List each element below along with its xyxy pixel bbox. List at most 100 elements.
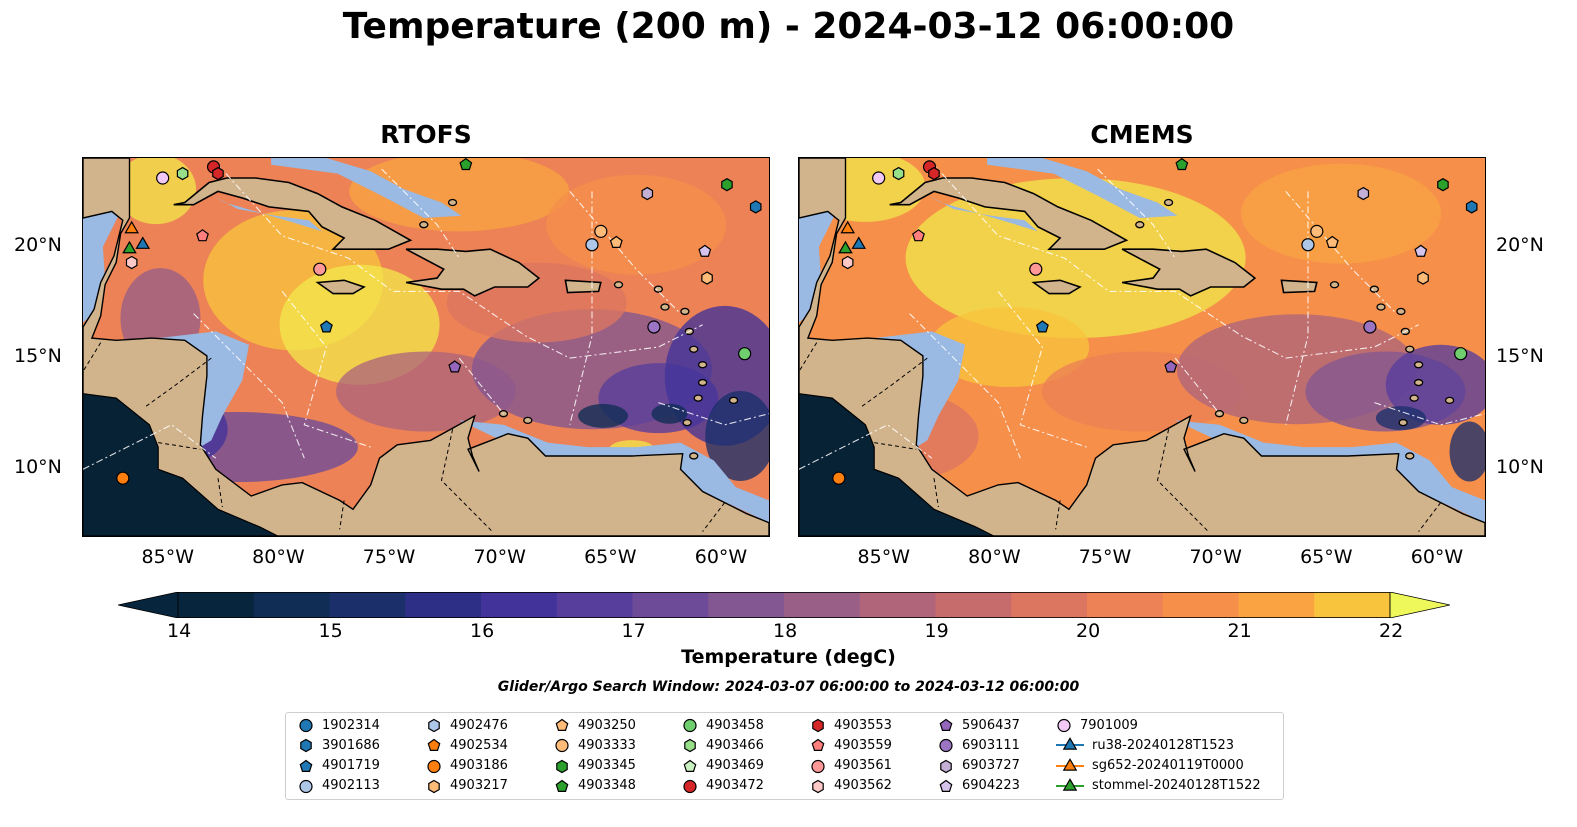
legend-marker [299,759,313,772]
map-panel-cmems[interactable] [798,157,1486,537]
legend-marker [299,718,313,733]
legend-entry: 4902534 [426,735,508,755]
x-tick-label: 75°W [1078,546,1132,568]
legend-marker [812,718,824,733]
legend-label: 3901686 [322,737,380,753]
y-tick-label-left: 15°N [14,345,62,368]
colorbar-tick-label: 15 [318,620,343,642]
legend-label: 4903559 [834,737,892,753]
legend-label: 4903562 [834,778,892,794]
legend-label: 5906437 [962,717,1020,733]
legend-entry: 4903559 [810,735,892,755]
marker-stommel-20240128T1522 [122,240,137,254]
legend-entry: 4903217 [426,776,508,796]
legend-label: 6904223 [962,778,1020,794]
legend-marker-icon [555,779,569,792]
colorbar-bin [859,592,937,618]
legend-label: 4903553 [834,717,892,733]
legend-label: 4903333 [578,737,636,753]
marker-6903727 [1357,186,1370,201]
y-tick-label-right: 20°N [1496,233,1544,256]
legend-marker-icon [939,739,953,753]
colorbar-tick-label: 19 [924,620,949,642]
legend-entry: 3901686 [298,735,380,755]
legend-entry: 6903111 [938,735,1020,755]
legend-marker-icon [684,739,696,753]
colorbar-bin [1314,592,1391,618]
colorbar-bin [784,592,861,618]
marker-4902113 [585,238,599,252]
marker-4903561 [313,262,327,276]
x-tick-label: 60°W [694,546,748,568]
legend-label: 4903458 [706,717,764,733]
colorbar-tick-label: 16 [470,620,495,642]
marker-5906437 [448,360,462,373]
legend-entry: 4903561 [810,756,892,776]
legend-marker-icon [811,759,825,773]
x-tick-label: 70°W [1189,546,1242,568]
legend-marker [555,718,569,731]
legend-marker-icon [683,779,697,793]
y-tick-label-right: 15°N [1496,345,1544,368]
marker-7901009 [872,171,886,185]
legend-marker-icon [556,759,568,773]
legend-marker [940,759,952,773]
marker-3901686 [749,200,762,214]
panel-title-cmems: CMEMS [1090,120,1194,149]
marker-4903217 [1417,271,1429,285]
x-tick-label: 80°W [968,546,1021,568]
marker-6904223 [698,244,712,257]
figure-title: Temperature (200 m) - 2024-03-12 06:00:0… [342,6,1235,47]
temperature-map-cmems [799,158,1485,536]
legend-marker [428,779,440,794]
colorbar-tick-label: 14 [167,620,192,642]
legend-marker [684,739,696,753]
marker-4903559 [196,229,209,242]
colorbar-tick-label: 21 [1227,620,1252,642]
legend-marker [427,739,441,752]
legend-marker-icon [1056,777,1084,791]
legend-label: stommel-20240128T1522 [1092,778,1261,794]
colorbar [117,591,1451,619]
legend-label: ru38-20240128T1523 [1092,737,1235,753]
legend-marker [939,718,953,731]
y-tick-label-left: 20°N [14,233,62,256]
colorbar-tick-label: 17 [621,620,646,642]
temperature-map-rtofs [83,158,769,536]
legend-marker [555,779,569,792]
marker-4903562 [125,255,138,270]
legend-label: 4902476 [450,717,508,733]
legend-marker [556,759,568,773]
legend-marker [812,779,824,794]
colorbar-tick-label: 20 [1076,620,1101,642]
marker-6904223 [1414,244,1428,257]
colorbar-bin [481,592,558,618]
marker-4901719 [320,320,333,333]
legend-marker [1062,777,1078,791]
legend-marker [1057,718,1071,733]
legend-marker [811,739,825,752]
legend-marker [300,739,312,753]
colorbar-bin [708,592,785,618]
legend-marker-icon [427,759,441,773]
marker-stommel-20240128T1522 [838,240,853,254]
legend-marker-icon [812,779,824,794]
legend-label: 7901009 [1080,717,1138,733]
x-tick-label: 65°W [584,546,637,568]
legend-label: 4903561 [834,758,892,774]
map-panel-rtofs[interactable] [82,157,770,537]
marker-4901719 [1036,320,1049,333]
legend-marker [939,739,953,753]
x-tick-label: 70°W [473,546,526,568]
legend-marker-icon [427,739,441,752]
legend-entry: 6903727 [938,756,1020,776]
marker-4903333 [594,224,608,238]
marker-6903111 [1363,320,1377,334]
colorbar-bin [178,592,255,618]
legend-label: 4903186 [450,758,508,774]
legend-marker [427,759,441,773]
legend-marker-icon [1056,757,1084,771]
legend-marker [299,779,313,793]
marker-4902113 [1301,238,1315,252]
marker-4903217 [701,271,713,285]
